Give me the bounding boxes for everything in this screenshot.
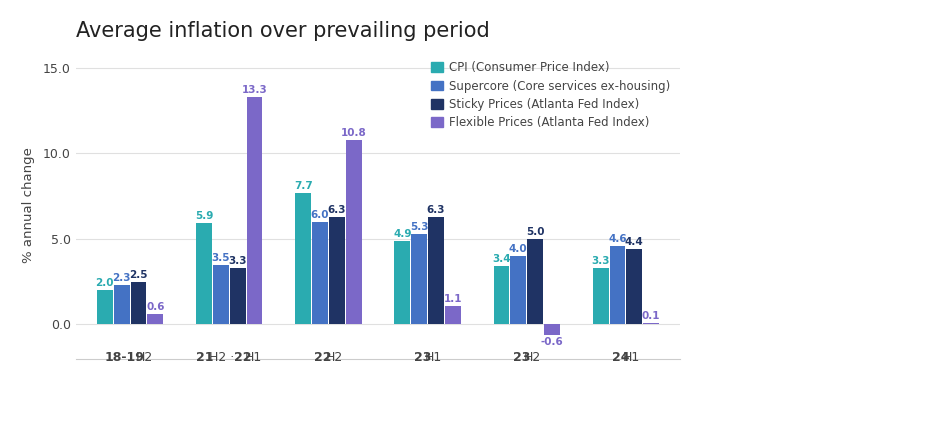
Text: 21: 21 [196, 351, 213, 364]
Text: H2 ·: H2 · [210, 351, 239, 364]
Text: 2.5: 2.5 [129, 270, 147, 280]
Text: 3.3: 3.3 [228, 256, 246, 266]
Text: H1: H1 [424, 351, 442, 364]
Text: Average inflation over prevailing period: Average inflation over prevailing period [76, 21, 489, 41]
Text: 0.6: 0.6 [146, 302, 164, 312]
Text: 13.3: 13.3 [242, 85, 267, 95]
Text: 5.9: 5.9 [194, 211, 213, 222]
Text: 4.4: 4.4 [624, 237, 643, 247]
Text: 0.1: 0.1 [641, 311, 660, 321]
Bar [195, 224, 211, 325]
Text: 2.0: 2.0 [95, 278, 114, 288]
Bar [97, 290, 112, 325]
Text: 23: 23 [513, 351, 530, 364]
Text: -0.6: -0.6 [540, 337, 563, 347]
Y-axis label: % annual change: % annual change [22, 147, 35, 262]
Text: 4.0: 4.0 [509, 244, 527, 254]
Text: H1: H1 [622, 351, 639, 364]
Text: H2: H2 [136, 351, 153, 364]
Text: 4.9: 4.9 [393, 229, 411, 238]
Text: 23: 23 [413, 351, 430, 364]
Bar [212, 265, 228, 325]
Text: 5.0: 5.0 [526, 227, 544, 237]
Bar [626, 249, 642, 325]
Text: 3.5: 3.5 [211, 252, 229, 262]
Bar [246, 97, 262, 325]
Text: 18-19: 18-19 [105, 351, 144, 364]
Bar [312, 222, 328, 325]
Bar [147, 314, 163, 325]
Text: 1.1: 1.1 [443, 294, 462, 303]
Text: 5.3: 5.3 [410, 222, 428, 232]
Text: 22: 22 [314, 351, 331, 364]
Text: H2: H2 [325, 351, 343, 364]
Bar [411, 234, 427, 325]
Text: 22: 22 [234, 351, 251, 364]
Bar [445, 306, 461, 325]
Text: H2: H2 [523, 351, 540, 364]
Text: 6.3: 6.3 [427, 205, 445, 215]
Bar [229, 268, 245, 325]
Bar [329, 216, 345, 325]
Text: 7.7: 7.7 [294, 181, 312, 191]
Bar [510, 256, 526, 325]
Bar [346, 140, 362, 325]
Text: 2.3: 2.3 [112, 273, 131, 283]
Text: 10.8: 10.8 [341, 127, 366, 138]
Text: 6.3: 6.3 [328, 205, 346, 215]
Bar [394, 241, 410, 325]
Bar [130, 282, 146, 325]
Text: H1: H1 [244, 351, 262, 364]
Bar [527, 239, 543, 325]
Text: 24: 24 [611, 351, 629, 364]
Bar [493, 266, 509, 325]
Bar [428, 216, 444, 325]
Bar [295, 193, 311, 325]
Bar [609, 246, 625, 325]
Text: 3.3: 3.3 [591, 256, 609, 266]
Text: 6.0: 6.0 [311, 210, 329, 220]
Bar [643, 323, 658, 325]
Bar [113, 285, 129, 325]
Text: 4.6: 4.6 [608, 234, 626, 243]
Bar [592, 268, 608, 325]
Legend: CPI (Consumer Price Index), Supercore (Core services ex-housing), Sticky Prices : CPI (Consumer Price Index), Supercore (C… [426, 57, 674, 134]
Bar [544, 325, 560, 335]
Text: 3.4: 3.4 [492, 254, 510, 264]
